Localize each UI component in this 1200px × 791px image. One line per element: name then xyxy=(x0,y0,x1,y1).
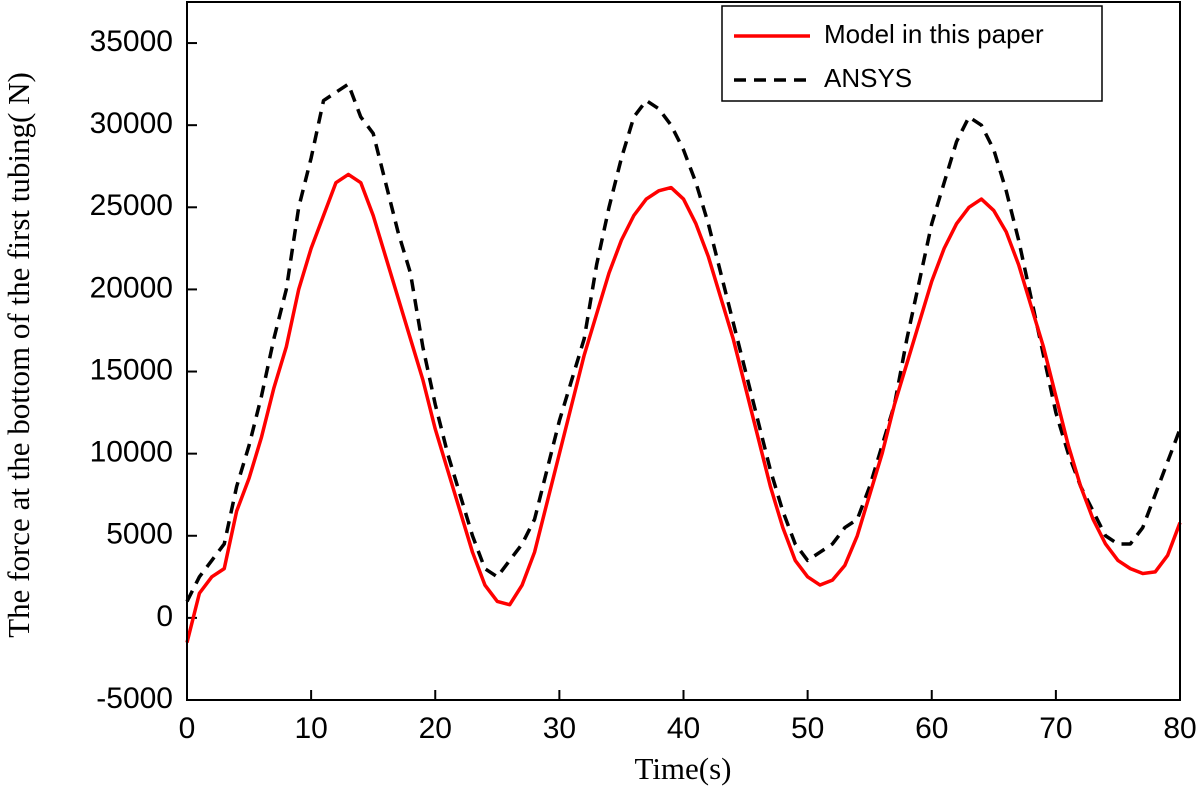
x-tick-label: 10 xyxy=(294,712,327,745)
series-line xyxy=(185,172,1182,643)
x-tick-label: 30 xyxy=(543,712,576,745)
y-tick-label: 20000 xyxy=(90,271,173,304)
x-tick-label: 80 xyxy=(1163,712,1196,745)
x-tick-label: 50 xyxy=(791,712,824,745)
x-axis-label: Time(s) xyxy=(634,751,731,786)
x-tick-label: 70 xyxy=(1039,712,1072,745)
y-tick-label: 0 xyxy=(156,600,173,633)
y-tick-label: -5000 xyxy=(96,682,173,715)
legend-label: Model in this paper xyxy=(824,19,1044,49)
x-tick-label: 20 xyxy=(419,712,452,745)
legend-label: ANSYS xyxy=(824,63,912,93)
y-axis-label: The force at the bottom of the first tub… xyxy=(1,72,36,638)
y-tick-label: 15000 xyxy=(90,353,173,386)
y-tick-label: 5000 xyxy=(106,518,173,551)
x-tick-label: 60 xyxy=(915,712,948,745)
series-line xyxy=(185,82,1182,603)
legend-box xyxy=(721,5,1103,102)
y-tick-label: 35000 xyxy=(90,25,173,58)
x-tick-label: 40 xyxy=(667,712,700,745)
plot-frame xyxy=(186,1,1181,701)
y-tick-label: 10000 xyxy=(90,436,173,469)
y-tick-label: 25000 xyxy=(90,189,173,222)
y-tick-label: 30000 xyxy=(90,107,173,140)
x-tick-label: 0 xyxy=(179,712,196,745)
